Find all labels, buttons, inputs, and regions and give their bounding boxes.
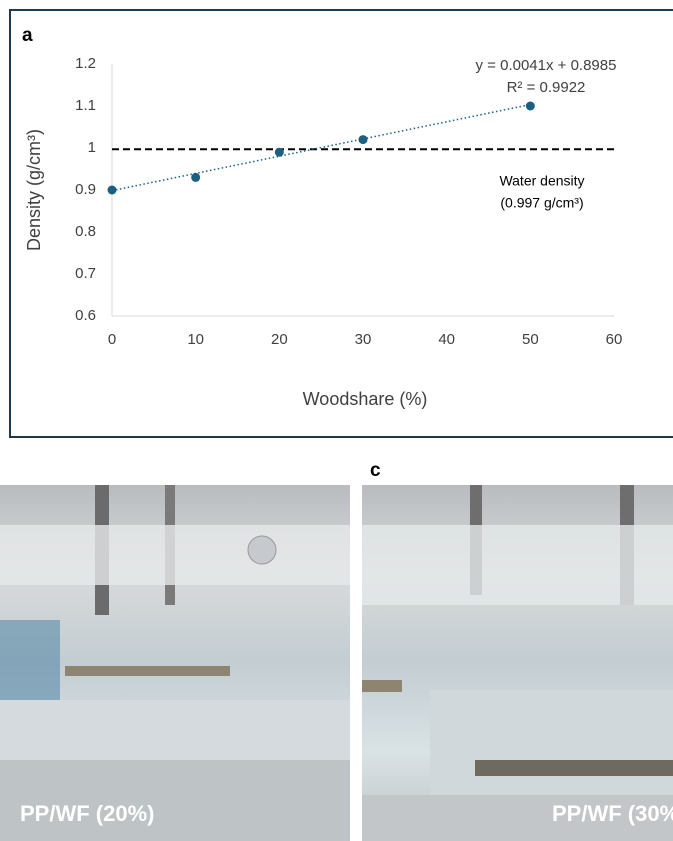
data-point — [191, 172, 201, 182]
y-tick-label: 0.9 — [75, 181, 96, 198]
photo-caption: PP/WF (20%) — [20, 801, 154, 826]
trendline — [111, 103, 531, 192]
x-tick-label: 50 — [522, 331, 539, 348]
y-tick-label: 0.8 — [75, 223, 96, 240]
photo-left: PP/WF (20%) — [0, 485, 350, 841]
data-point — [525, 101, 535, 111]
x-tick-label: 60 — [606, 331, 623, 348]
panel-label: a — [22, 25, 33, 46]
x-tick-label: 20 — [271, 331, 288, 348]
y-tick-label: 0.7 — [75, 265, 96, 282]
reference-sublabel: (0.997 g/cm³) — [500, 195, 583, 211]
data-point — [274, 147, 284, 157]
photo-right: PP/WF (30%) — [362, 485, 673, 841]
data-point — [107, 185, 117, 195]
trend-equation: y = 0.0041x + 0.8985 — [476, 57, 617, 74]
y-tick-label: 0.6 — [75, 307, 96, 324]
x-tick-label: 10 — [187, 331, 204, 348]
panel-frame — [9, 9, 673, 438]
reference-label: Water density — [499, 173, 584, 189]
y-tick-label: 1.1 — [75, 97, 96, 114]
x-axis-label: Woodshare (%) — [303, 389, 428, 409]
y-tick-label: 1.2 — [75, 55, 96, 72]
panel-label: c — [370, 460, 381, 481]
x-tick-label: 30 — [355, 331, 372, 348]
photo-caption: PP/WF (30%) — [552, 801, 673, 826]
x-tick-label: 40 — [438, 331, 455, 348]
y-tick-label: 1 — [88, 139, 96, 156]
x-tick-label: 0 — [108, 331, 116, 348]
y-axis-label: Density (g/cm³) — [24, 129, 44, 251]
data-point — [358, 135, 368, 145]
trend-r2: R² = 0.9922 — [507, 79, 586, 96]
